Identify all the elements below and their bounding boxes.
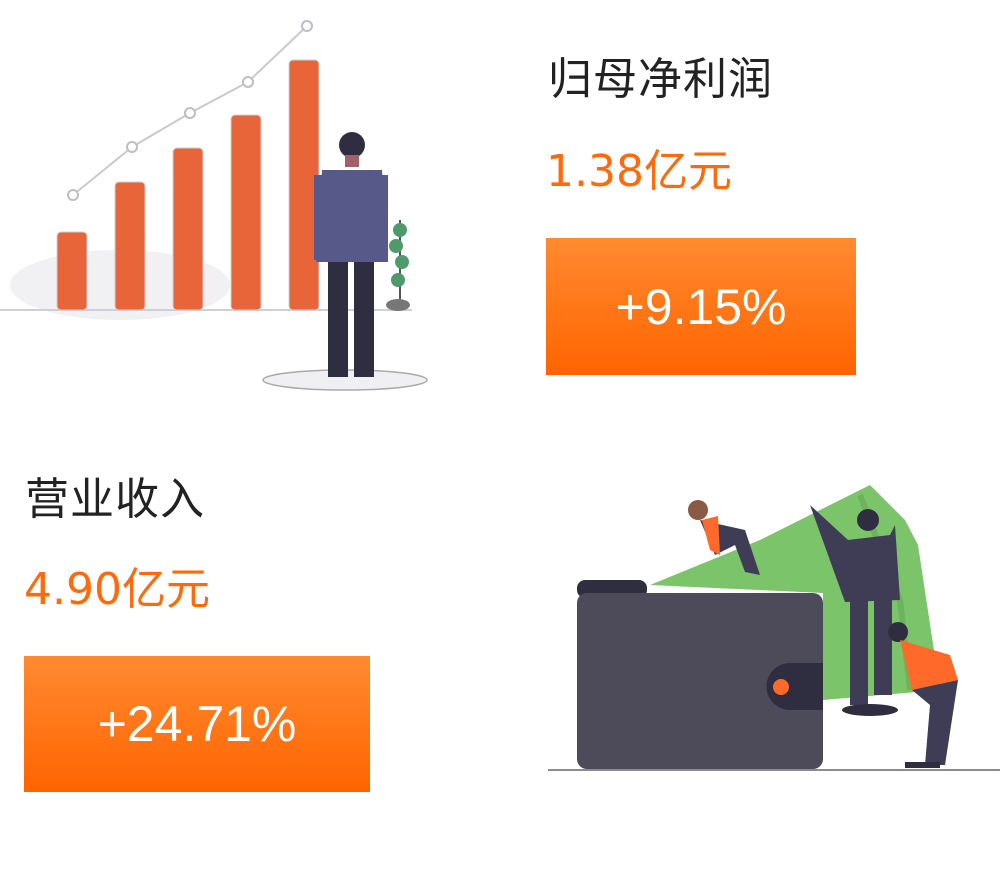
net-profit-label: 归母净利润: [548, 54, 773, 105]
person-crouching-icon: [888, 622, 958, 768]
wallet-illustration: [548, 485, 1000, 771]
revenue-label: 营业收入: [25, 474, 205, 525]
trend-point: [301, 20, 313, 32]
plant-icon: [386, 220, 410, 311]
trend-point: [242, 76, 254, 88]
person-with-scarf-icon: [688, 500, 760, 575]
trend-point: [184, 107, 196, 119]
illustration-bar: [56, 231, 88, 311]
illustration-bar: [114, 181, 146, 311]
revenue-value: 4.90亿元: [24, 564, 210, 615]
trend-point: [67, 189, 79, 201]
trend-point: [126, 141, 138, 153]
person-holding-money-icon: [810, 505, 900, 716]
illustration-bar: [230, 114, 262, 311]
wallet-icon: [577, 593, 823, 769]
growth-chart-illustration: [0, 20, 428, 391]
illustration-bar: [172, 147, 204, 311]
revenue-change: +24.71%: [97, 696, 297, 752]
net-profit-change-badge: +9.15%: [546, 238, 856, 375]
net-profit-change: +9.15%: [615, 278, 787, 335]
businessman-icon: [314, 132, 388, 377]
revenue-change-badge: +24.71%: [24, 656, 370, 792]
net-profit-value: 1.38亿元: [546, 146, 732, 197]
